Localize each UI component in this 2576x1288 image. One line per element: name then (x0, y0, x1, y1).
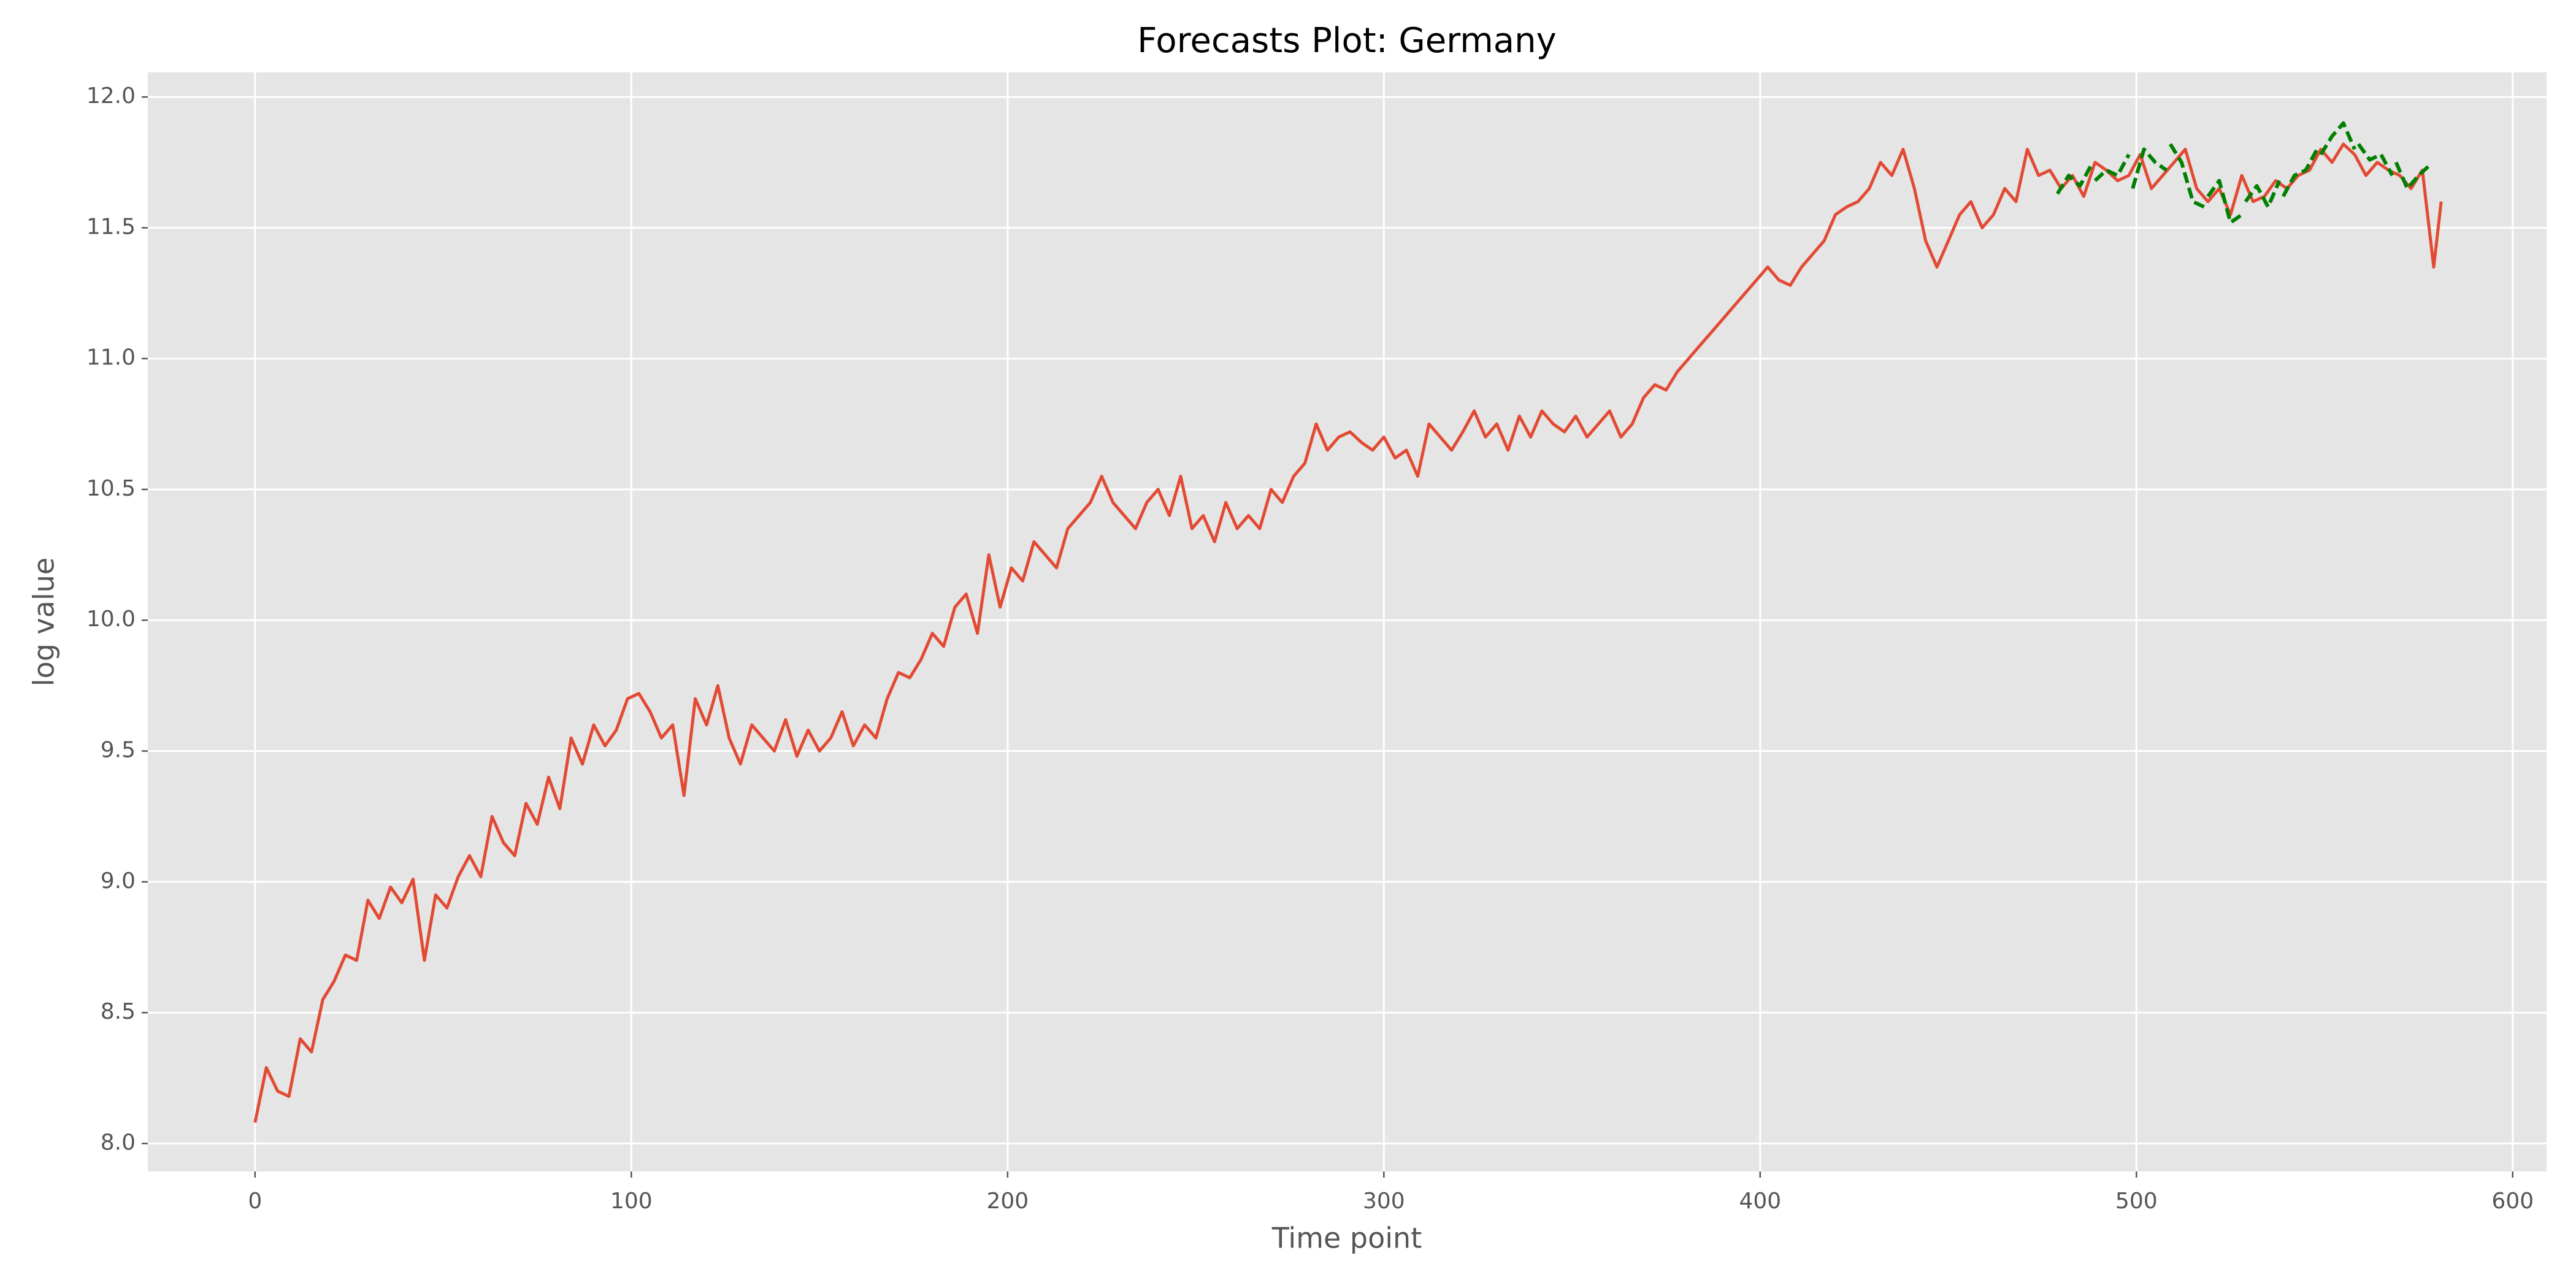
y-tick-label: 8.5 (101, 999, 136, 1024)
line-series (2356, 143, 2394, 177)
x-tick-label: 500 (2115, 1189, 2158, 1214)
chart-title: Forecasts Plot: Germany (1137, 21, 1557, 61)
x-tick-label: 100 (610, 1189, 653, 1214)
line-series (2281, 148, 2319, 197)
line-series (253, 142, 2443, 1123)
line-series (2394, 161, 2431, 191)
line-series (2319, 121, 2356, 156)
x-axis-label: Time point (1271, 1222, 1422, 1255)
line-series (2093, 153, 2131, 182)
y-tick-label: 11.0 (86, 345, 136, 370)
line-series (2244, 180, 2282, 209)
y-tick-label: 12.0 (86, 83, 136, 109)
y-axis-label: log value (28, 558, 61, 686)
line-series (2206, 178, 2243, 224)
x-tick-label: 300 (1363, 1189, 1405, 1214)
line-series (2168, 143, 2205, 209)
grid (148, 72, 2547, 1171)
line-series (2055, 164, 2093, 195)
lines (253, 121, 2443, 1123)
y-tick-label: 9.5 (101, 738, 136, 763)
x-tick-label: 600 (2491, 1189, 2534, 1214)
x-tick-label: 400 (1739, 1189, 1781, 1214)
y-tick-label: 10.5 (86, 476, 136, 501)
plot-area (148, 72, 2547, 1171)
y-tick-label: 9.0 (101, 868, 136, 894)
x-tick-label: 0 (248, 1189, 262, 1214)
y-tick-label: 11.5 (86, 214, 136, 239)
x-tick-label: 200 (986, 1189, 1029, 1214)
y-tick-label: 10.0 (86, 607, 136, 632)
ticks: 0 100 200 300 400 500 600 8.0 8.5 9.0 9.5 10.0 10.5 1… (86, 83, 2534, 1214)
line-series (2131, 147, 2168, 190)
y-tick-label: 8.0 (101, 1130, 136, 1155)
